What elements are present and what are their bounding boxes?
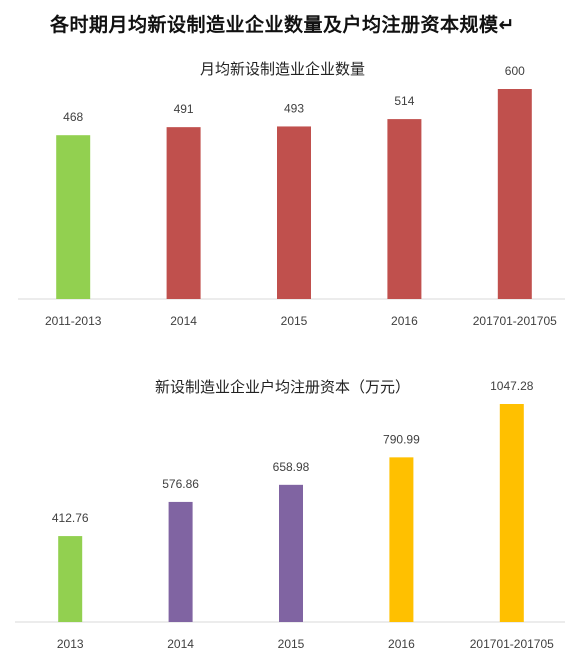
data-label: 514 [394, 94, 414, 108]
bar-2014 [166, 127, 201, 300]
data-label: 790.99 [383, 432, 420, 446]
bar-201701-201705 [499, 404, 524, 622]
data-label: 493 [284, 101, 304, 115]
x-tick-label: 2015 [278, 637, 305, 651]
chart-2-title: 新设制造业企业户均注册资本（万元） [154, 378, 410, 396]
bar-2015 [277, 126, 311, 299]
data-label: 412.76 [52, 511, 89, 525]
data-label: 576.86 [162, 477, 199, 491]
x-tick-label: 2016 [391, 314, 418, 328]
x-tick-label: 2013 [57, 637, 84, 651]
bar-2013 [58, 536, 83, 622]
x-tick-label: 201701-201705 [470, 637, 554, 651]
data-label: 491 [174, 102, 194, 116]
bar-2015 [279, 484, 303, 622]
bar-201701-201705 [497, 89, 532, 299]
x-tick-label: 201701-201705 [473, 314, 557, 328]
x-tick-label: 2015 [281, 314, 308, 328]
x-tick-label: 2016 [388, 637, 415, 651]
bar-2016 [387, 119, 422, 299]
bar-2016 [389, 457, 414, 622]
bar-2014 [168, 501, 193, 622]
x-tick-label: 2014 [167, 637, 194, 651]
data-label: 600 [505, 64, 525, 78]
data-label: 658.98 [273, 460, 310, 474]
data-label: 468 [63, 110, 83, 124]
chart-1-title: 月均新设制造业企业数量 [199, 60, 365, 78]
main-title: 各时期月均新设制造业企业数量及户均注册资本规模↵ [50, 14, 515, 36]
data-label: 1047.28 [490, 379, 534, 393]
chart-1-plot: 468 2011-2013 491 2014 493 2015 514 2016 600 2017… [18, 64, 565, 328]
x-tick-label: 2011-2013 [45, 314, 102, 328]
bar-2011-2013 [56, 135, 91, 299]
x-tick-label: 2014 [170, 314, 197, 328]
